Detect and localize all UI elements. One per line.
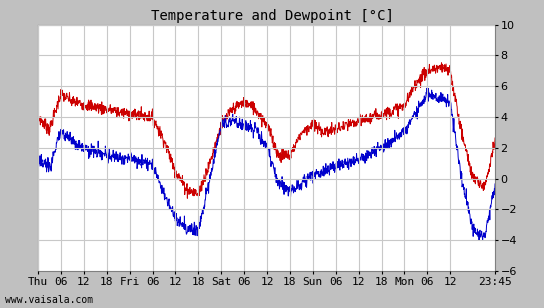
Text: www.vaisala.com: www.vaisala.com [5,295,94,305]
Text: Temperature and Dewpoint [°C]: Temperature and Dewpoint [°C] [151,9,393,23]
